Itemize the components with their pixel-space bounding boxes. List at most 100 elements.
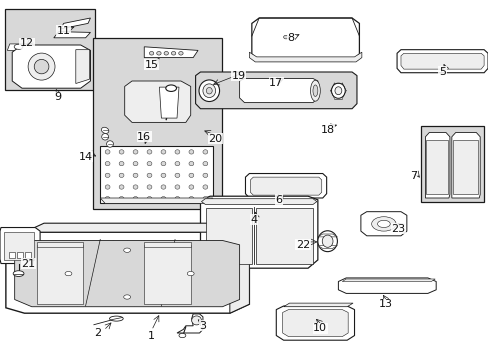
Ellipse shape <box>334 87 341 95</box>
Ellipse shape <box>161 150 165 154</box>
Ellipse shape <box>203 84 215 98</box>
Ellipse shape <box>28 53 55 80</box>
Polygon shape <box>0 228 40 264</box>
Bar <box>9 252 15 258</box>
Ellipse shape <box>119 197 124 201</box>
Ellipse shape <box>175 173 180 177</box>
Text: 20: 20 <box>208 134 222 144</box>
Ellipse shape <box>109 316 123 321</box>
Text: 21: 21 <box>21 258 35 269</box>
Polygon shape <box>177 314 203 333</box>
Ellipse shape <box>179 333 185 338</box>
Ellipse shape <box>161 185 165 189</box>
Ellipse shape <box>175 197 180 201</box>
Ellipse shape <box>203 161 207 166</box>
Ellipse shape <box>203 173 207 177</box>
Polygon shape <box>276 306 354 340</box>
Text: 3: 3 <box>199 321 206 331</box>
Ellipse shape <box>188 173 193 177</box>
Polygon shape <box>425 132 449 198</box>
Ellipse shape <box>156 51 161 55</box>
Ellipse shape <box>199 80 219 102</box>
Ellipse shape <box>133 185 138 189</box>
Ellipse shape <box>133 161 138 166</box>
Polygon shape <box>251 18 359 61</box>
Polygon shape <box>250 177 321 195</box>
Ellipse shape <box>133 173 138 177</box>
Ellipse shape <box>171 51 176 55</box>
Text: 5: 5 <box>438 67 445 77</box>
Ellipse shape <box>34 59 49 74</box>
Ellipse shape <box>310 80 320 101</box>
Polygon shape <box>6 232 249 313</box>
Ellipse shape <box>203 150 207 154</box>
Polygon shape <box>245 174 326 198</box>
Text: 1: 1 <box>148 330 155 341</box>
Ellipse shape <box>147 197 152 201</box>
Polygon shape <box>12 45 90 88</box>
Ellipse shape <box>188 150 193 154</box>
Bar <box>25 252 31 258</box>
Ellipse shape <box>283 35 288 39</box>
Polygon shape <box>201 199 316 204</box>
Bar <box>37 242 83 247</box>
Ellipse shape <box>105 185 110 189</box>
Text: 9: 9 <box>54 92 61 102</box>
Polygon shape <box>249 52 361 62</box>
Ellipse shape <box>203 197 207 201</box>
Ellipse shape <box>161 173 165 177</box>
Text: 8: 8 <box>287 33 294 43</box>
Ellipse shape <box>312 85 317 96</box>
Polygon shape <box>76 50 89 84</box>
Ellipse shape <box>102 134 108 140</box>
Polygon shape <box>195 72 356 109</box>
Ellipse shape <box>149 51 153 55</box>
Text: 16: 16 <box>137 132 151 142</box>
Polygon shape <box>61 18 90 29</box>
Ellipse shape <box>105 173 110 177</box>
Text: 17: 17 <box>269 78 283 88</box>
Text: 19: 19 <box>231 71 245 81</box>
Ellipse shape <box>377 220 389 228</box>
Ellipse shape <box>13 271 24 276</box>
Ellipse shape <box>331 83 345 98</box>
Bar <box>452 140 477 194</box>
Ellipse shape <box>119 161 124 166</box>
Ellipse shape <box>175 185 180 189</box>
Ellipse shape <box>123 295 130 299</box>
Polygon shape <box>229 223 249 313</box>
Ellipse shape <box>101 127 109 134</box>
Text: 2: 2 <box>94 328 101 338</box>
Text: 13: 13 <box>379 299 392 309</box>
Ellipse shape <box>147 185 152 189</box>
Polygon shape <box>54 32 90 38</box>
Text: 18: 18 <box>320 125 334 135</box>
Text: 11: 11 <box>57 26 70 36</box>
Ellipse shape <box>206 87 212 94</box>
Bar <box>93 38 222 209</box>
Polygon shape <box>24 223 249 232</box>
Ellipse shape <box>119 185 124 189</box>
Text: 7: 7 <box>409 171 416 181</box>
Ellipse shape <box>187 271 194 276</box>
Text: 6: 6 <box>275 195 282 205</box>
Ellipse shape <box>147 173 152 177</box>
Ellipse shape <box>322 235 332 247</box>
Bar <box>4 232 34 260</box>
Polygon shape <box>283 303 352 307</box>
Text: 10: 10 <box>313 323 326 333</box>
Ellipse shape <box>161 197 165 201</box>
Polygon shape <box>360 212 406 236</box>
Bar <box>426 140 447 194</box>
Ellipse shape <box>133 197 138 201</box>
Polygon shape <box>317 246 337 248</box>
Ellipse shape <box>123 248 130 252</box>
Polygon shape <box>144 47 198 58</box>
Ellipse shape <box>175 150 180 154</box>
Bar <box>144 245 190 304</box>
Ellipse shape <box>119 173 124 177</box>
Ellipse shape <box>119 150 124 154</box>
Bar <box>37 245 83 304</box>
Polygon shape <box>7 44 29 50</box>
Ellipse shape <box>188 161 193 166</box>
